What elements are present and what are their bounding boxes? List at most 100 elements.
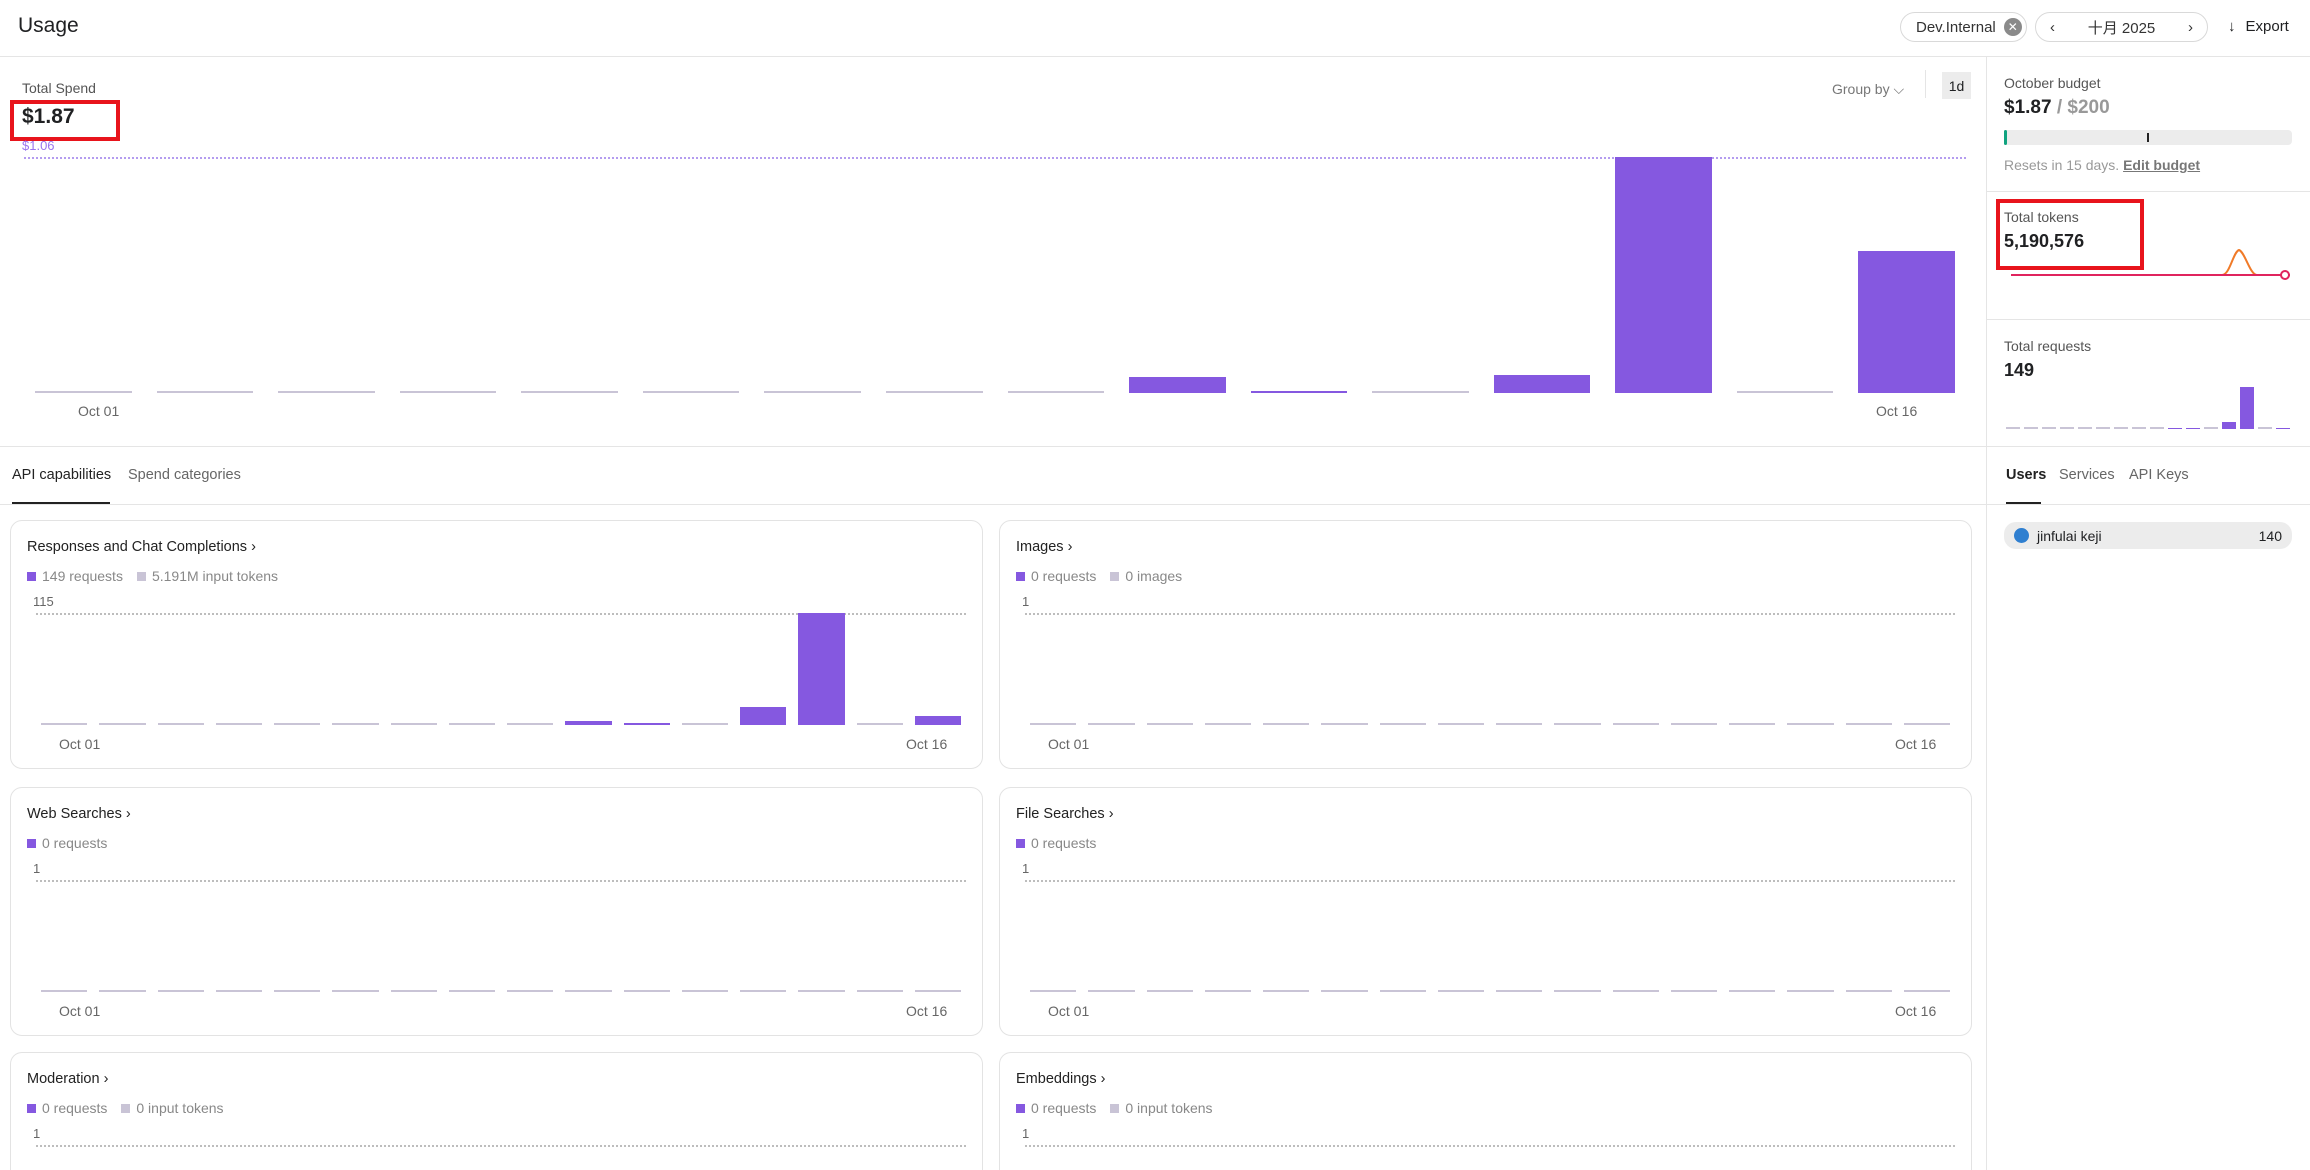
bar-oct-07[interactable] [764,391,861,393]
bar-day-4[interactable] [2060,427,2074,429]
bar-oct-10[interactable] [1129,377,1226,393]
card-title-link[interactable]: Web Searches › [27,806,131,822]
bar-day-12[interactable] [681,723,728,725]
bar-day-3[interactable] [157,990,204,992]
bar-day-9[interactable] [1496,990,1543,992]
bar-day-16[interactable] [2276,427,2290,429]
export-button[interactable]: ↓ Export [2228,18,2289,35]
bar-day-11[interactable] [1612,723,1659,725]
bar-day-16[interactable] [914,990,961,992]
bar-day-12[interactable] [2204,427,2218,429]
bar-day-15[interactable] [856,990,903,992]
bar-day-2[interactable] [1088,723,1135,725]
month-picker[interactable]: ‹ 十月 2025 › [2035,12,2208,42]
project-filter-chip[interactable]: Dev.Internal ✕ [1900,12,2027,42]
bar-day-7[interactable] [2114,427,2128,429]
bar-day-15[interactable] [856,723,903,725]
close-icon[interactable]: ✕ [2003,18,2022,36]
bar-day-10[interactable] [565,990,612,992]
bar-day-5[interactable] [2078,427,2092,429]
bar-day-4[interactable] [215,990,262,992]
bar-day-7[interactable] [1379,723,1426,725]
bar-day-4[interactable] [1204,723,1251,725]
bar-day-11[interactable] [2186,428,2200,429]
bar-day-13[interactable] [1729,723,1776,725]
chevron-left-icon[interactable]: ‹ [2050,18,2055,36]
bar-day-14[interactable] [798,990,845,992]
bar-oct-04[interactable] [399,391,497,393]
group-by-dropdown[interactable]: Group by ⌵ [1832,81,1904,98]
bar-day-13[interactable] [740,706,787,725]
bar-day-3[interactable] [1146,723,1193,725]
bar-day-15[interactable] [2258,427,2272,429]
bar-day-4[interactable] [215,723,262,725]
bar-day-12[interactable] [1670,723,1717,725]
edit-budget-link[interactable]: Edit budget [2123,157,2201,173]
bar-oct-09[interactable] [1007,391,1105,393]
bar-day-12[interactable] [681,990,728,992]
interval-1d-button[interactable]: 1d [1942,72,1971,99]
bar-day-1[interactable] [41,723,88,725]
bar-day-10[interactable] [565,721,612,725]
bar-oct-14[interactable] [1615,157,1712,393]
card-title-link[interactable]: Responses and Chat Completions › [27,539,256,555]
bar-day-7[interactable] [390,990,437,992]
bar-day-7[interactable] [390,723,437,725]
tab-spend-categories[interactable]: Spend categories [128,467,241,483]
bar-day-15[interactable] [1845,990,1892,992]
bar-day-16[interactable] [1903,723,1950,725]
bar-day-2[interactable] [1088,990,1135,992]
bar-day-16[interactable] [914,716,961,725]
card-title-link[interactable]: File Searches › [1016,806,1114,822]
bar-day-5[interactable] [274,723,321,725]
bar-day-12[interactable] [1670,990,1717,992]
tab-api-keys[interactable]: API Keys [2129,467,2189,483]
bar-day-8[interactable] [448,990,495,992]
bar-oct-13[interactable] [1493,375,1591,393]
bar-day-8[interactable] [2132,427,2146,429]
bar-day-8[interactable] [1437,990,1484,992]
bar-day-8[interactable] [448,723,495,725]
bar-day-11[interactable] [623,990,670,992]
bar-day-14[interactable] [798,613,845,725]
bar-day-5[interactable] [1263,723,1310,725]
bar-oct-11[interactable] [1250,390,1348,393]
bar-day-10[interactable] [2168,428,2182,429]
bar-day-4[interactable] [1204,990,1251,992]
bar-day-3[interactable] [157,723,204,725]
bar-day-16[interactable] [1903,990,1950,992]
bar-day-9[interactable] [507,990,554,992]
card-title-link[interactable]: Embeddings › [1016,1071,1106,1087]
bar-day-5[interactable] [274,990,321,992]
tab-users[interactable]: Users [2006,467,2047,483]
card-title-link[interactable]: Moderation › [27,1071,109,1087]
bar-day-15[interactable] [1845,723,1892,725]
bar-day-14[interactable] [1787,723,1834,725]
bar-day-13[interactable] [1729,990,1776,992]
bar-oct-06[interactable] [642,391,740,393]
bar-day-10[interactable] [1554,990,1601,992]
bar-day-14[interactable] [2240,387,2254,429]
bar-day-1[interactable] [2006,427,2020,429]
bar-oct-03[interactable] [278,391,375,393]
bar-day-6[interactable] [1321,723,1368,725]
bar-day-7[interactable] [1379,990,1426,992]
bar-day-11[interactable] [1612,990,1659,992]
bar-oct-05[interactable] [521,391,618,393]
bar-day-9[interactable] [1496,723,1543,725]
bar-day-6[interactable] [332,723,379,725]
bar-day-13[interactable] [740,990,787,992]
bar-oct-15[interactable] [1736,391,1834,393]
bar-day-11[interactable] [623,723,670,725]
bar-day-3[interactable] [1146,990,1193,992]
tab-services[interactable]: Services [2059,467,2115,483]
user-row[interactable]: jinfulai keji 140 [2004,522,2292,549]
bar-day-10[interactable] [1554,723,1601,725]
bar-day-5[interactable] [1263,990,1310,992]
card-title-link[interactable]: Images › [1016,539,1073,555]
chevron-right-icon[interactable]: › [2187,18,2193,36]
bar-oct-16[interactable] [1858,250,1955,393]
bar-oct-12[interactable] [1372,391,1469,393]
bar-oct-08[interactable] [885,391,983,393]
bar-day-1[interactable] [1030,723,1077,725]
